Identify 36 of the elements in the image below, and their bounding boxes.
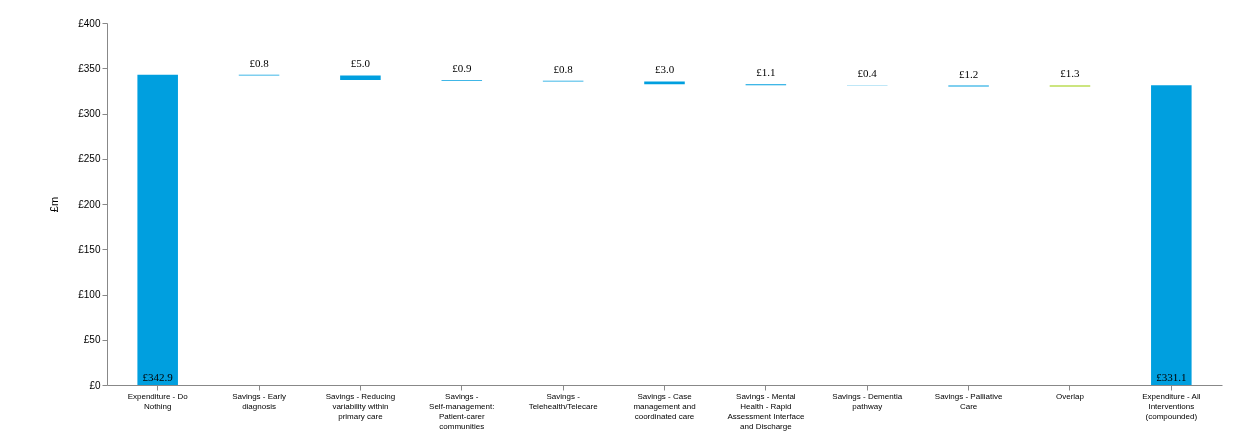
x-tick-label: Savings - Dementia pathway	[832, 391, 903, 411]
y-tick-label: £250	[78, 153, 101, 165]
bar	[1151, 85, 1192, 385]
y-axis-title: £m	[48, 196, 61, 213]
bar	[644, 81, 685, 85]
y-tick-label: £400	[78, 17, 101, 29]
x-tick-label: Savings - Case management and coordinated care	[633, 391, 696, 421]
y-tick-label: £350	[78, 62, 101, 74]
data-label: £342.9	[142, 371, 174, 383]
x-tick-label: Expenditure - Do Nothing	[127, 391, 189, 411]
y-tick-label: £100	[78, 289, 101, 300]
x-tick-label: Savings - Early diagnosis	[232, 391, 286, 411]
data-label: £0.9	[452, 61, 472, 74]
bar	[137, 74, 178, 385]
data-label: £3.0	[654, 63, 675, 76]
x-tick-label: Savings - Telehealth/Telecare	[528, 391, 599, 411]
x-tick-label: Savings - Reducing variability within primary care	[325, 391, 396, 421]
x-tick-label: Savings - Mental Health - Rapid Assessment Interface and Discharge	[727, 391, 805, 431]
data-label: £5.0	[350, 57, 371, 70]
y-tick-label: £50	[83, 334, 101, 346]
data-label: £1.2	[958, 67, 979, 80]
bar	[340, 75, 381, 80]
data-label: £1.1	[756, 66, 776, 79]
x-tick-label: Overlap	[1055, 391, 1085, 401]
x-tick-label: Expenditure - All Interventions (compounded)	[1142, 391, 1201, 421]
x-tick-label: Savings - Palliative Care	[934, 391, 1003, 411]
data-label: £0.8	[553, 62, 574, 75]
y-tick-label: £200	[78, 198, 101, 210]
data-label: £1.3	[1060, 67, 1081, 80]
data-label: £331.1	[1156, 371, 1187, 383]
y-tick-label: £0	[89, 379, 101, 391]
y-tick-label: £300	[78, 108, 101, 119]
data-label: £0.8	[249, 56, 270, 69]
y-tick-label: £150	[78, 243, 101, 255]
x-tick-label: Savings - Self-management: Patient-carer communities	[429, 391, 495, 431]
data-label: £0.4	[857, 67, 878, 80]
